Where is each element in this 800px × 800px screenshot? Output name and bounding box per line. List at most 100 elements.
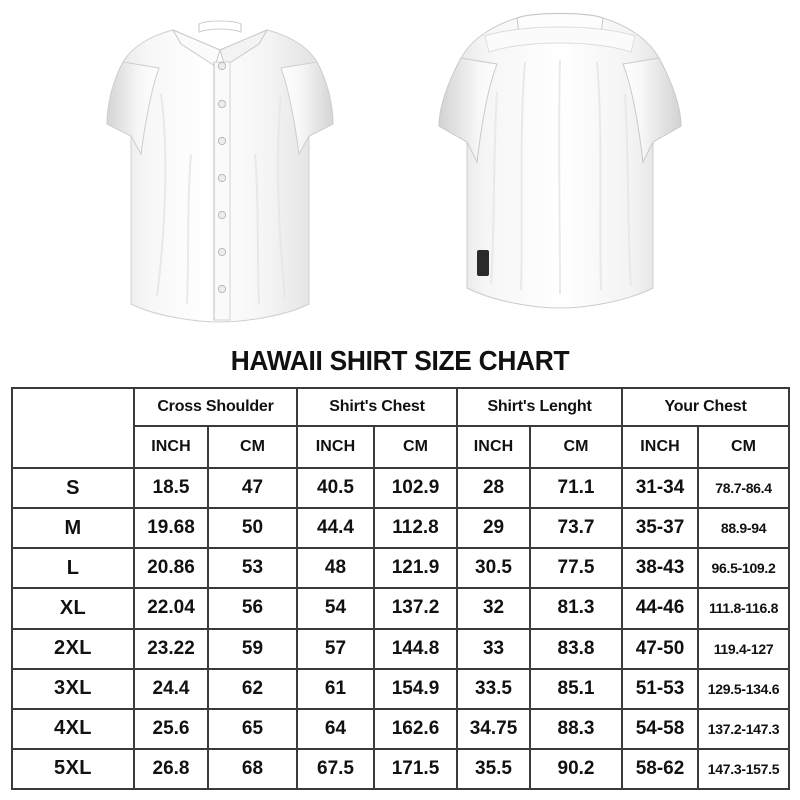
chest-inch: 67.5 [296, 747, 375, 791]
chest-cm: 102.9 [372, 466, 459, 510]
unit-header-cm-chest: CM [372, 425, 459, 469]
cross-shoulder-cm: 47 [207, 466, 298, 510]
length-inch: 33 [456, 627, 532, 670]
chest-cm: 137.2 [372, 587, 459, 630]
unit-header-inch-your-chest: INCH [621, 425, 700, 469]
cross-shoulder-cm: 68 [207, 747, 298, 791]
table-row: 5XL 26.8 68 67.5 171.5 35.5 90.2 58-62 147.3-157… [11, 747, 791, 791]
your-chest-cm: 129.5-134.6 [697, 667, 791, 710]
size-label: XL [11, 587, 135, 630]
cross-shoulder-cm: 62 [207, 667, 298, 710]
size-label: 3XL [11, 667, 135, 710]
page-title: HAWAII SHIRT SIZE CHART [230, 345, 570, 376]
size-label: S [11, 466, 135, 510]
your-chest-inch: 51-53 [621, 667, 700, 710]
size-chart-table: Cross Shoulder Shirt's Chest Shirt's Len… [11, 387, 791, 791]
cross-shoulder-cm: 50 [207, 507, 298, 550]
cross-shoulder-inch: 24.4 [133, 667, 209, 710]
cross-shoulder-inch: 19.68 [133, 507, 209, 550]
table-header-units: INCH CM INCH CM INCH CM INCH CM [12, 425, 791, 469]
cross-shoulder-cm: 59 [207, 627, 298, 670]
table-header-groups: Cross Shoulder Shirt's Chest Shirt's Len… [11, 387, 791, 469]
your-chest-inch: 35-37 [621, 507, 700, 550]
shirt-front-view [95, 4, 345, 334]
chest-cm: 112.8 [372, 507, 459, 550]
chest-inch: 48 [296, 547, 375, 590]
unit-header-inch-cross-shoulder: INCH [133, 425, 209, 469]
your-chest-inch: 44-46 [621, 587, 700, 630]
your-chest-inch: 58-62 [621, 747, 700, 791]
length-cm: 85.1 [529, 667, 624, 710]
unit-header-inch-chest: INCH [296, 425, 375, 469]
chest-cm: 144.8 [372, 627, 459, 670]
cross-shoulder-inch: 26.8 [133, 747, 209, 791]
your-chest-inch: 54-58 [621, 707, 700, 750]
cross-shoulder-cm: 53 [207, 547, 298, 590]
chest-inch: 44.4 [296, 507, 375, 550]
size-label: 2XL [11, 627, 135, 670]
length-cm: 77.5 [529, 547, 624, 590]
group-header-cross-shoulder: Cross Shoulder [133, 387, 298, 427]
length-inch: 33.5 [456, 667, 532, 710]
unit-header-cm-lenght: CM [529, 425, 624, 469]
your-chest-inch: 31-34 [621, 466, 700, 510]
length-cm: 83.8 [529, 627, 624, 670]
length-cm: 88.3 [529, 707, 624, 750]
shirt-back-view [425, 2, 695, 320]
your-chest-cm: 119.4-127 [697, 627, 791, 670]
size-label: M [11, 507, 135, 550]
length-inch: 30.5 [456, 547, 532, 590]
your-chest-cm: 111.8-116.8 [697, 587, 791, 630]
unit-header-cm-your-chest: CM [697, 425, 791, 469]
table-row: XL 22.04 56 54 137.2 32 81.3 44-46 111.8-116.8 [11, 587, 791, 630]
chest-inch: 61 [296, 667, 375, 710]
your-chest-inch: 38-43 [621, 547, 700, 590]
size-label: 4XL [11, 707, 135, 750]
chest-inch: 54 [296, 587, 375, 630]
your-chest-cm: 147.3-157.5 [697, 747, 791, 791]
size-label: 5XL [11, 747, 135, 791]
your-chest-cm: 78.7-86.4 [697, 466, 791, 510]
size-chart-table-wrapper: Cross Shoulder Shirt's Chest Shirt's Len… [11, 387, 791, 791]
chest-inch: 40.5 [296, 466, 375, 510]
group-header-shirts-chest: Shirt's Chest [295, 387, 459, 427]
your-chest-cm: 96.5-109.2 [697, 547, 791, 590]
hem-label [477, 250, 489, 276]
cross-shoulder-inch: 18.5 [133, 466, 209, 510]
your-chest-cm: 137.2-147.3 [697, 707, 791, 750]
group-header-shirts-lenght: Shirt's Lenght [456, 387, 624, 427]
unit-header-cm-cross-shoulder: CM [207, 425, 298, 469]
length-inch: 32 [456, 587, 532, 630]
chest-inch: 57 [296, 627, 375, 670]
your-chest-cm: 88.9-94 [697, 507, 791, 550]
cross-shoulder-cm: 65 [207, 707, 298, 750]
product-image-row [0, 0, 800, 345]
unit-header-inch-lenght: INCH [456, 425, 532, 469]
your-chest-inch: 47-50 [621, 627, 700, 670]
length-inch: 34.75 [456, 707, 532, 750]
size-label: L [11, 547, 135, 590]
table-row: L 20.86 53 48 121.9 30.5 77.5 38-43 96.5-109.2 [11, 547, 791, 590]
length-inch: 28 [456, 466, 532, 510]
table-row: S 18.5 47 40.5 102.9 28 71.1 31-34 78.7-86.4 [11, 466, 791, 510]
cross-shoulder-cm: 56 [207, 587, 298, 630]
length-cm: 73.7 [529, 507, 624, 550]
group-header-your-chest: Your Chest [621, 387, 791, 427]
cross-shoulder-inch: 22.04 [133, 587, 209, 630]
table-row: 4XL 25.6 65 64 162.6 34.75 88.3 54-58 137.2-147.… [11, 707, 791, 750]
cross-shoulder-inch: 23.22 [133, 627, 209, 670]
chest-inch: 64 [296, 707, 375, 750]
length-cm: 71.1 [529, 466, 624, 510]
length-cm: 90.2 [529, 747, 624, 791]
table-row: 2XL 23.22 59 57 144.8 33 83.8 47-50 119.4-127 [11, 627, 791, 670]
length-inch: 29 [456, 507, 532, 550]
size-column-header [11, 387, 135, 469]
cross-shoulder-inch: 25.6 [133, 707, 209, 750]
size-chart-body: S 18.5 47 40.5 102.9 28 71.1 31-34 78.7-86.4 M 19… [11, 466, 791, 791]
length-inch: 35.5 [456, 747, 532, 791]
chest-cm: 121.9 [372, 547, 459, 590]
length-cm: 81.3 [529, 587, 624, 630]
table-row: M 19.68 50 44.4 112.8 29 73.7 35-37 88.9-94 [11, 507, 791, 550]
chest-cm: 171.5 [372, 747, 459, 791]
